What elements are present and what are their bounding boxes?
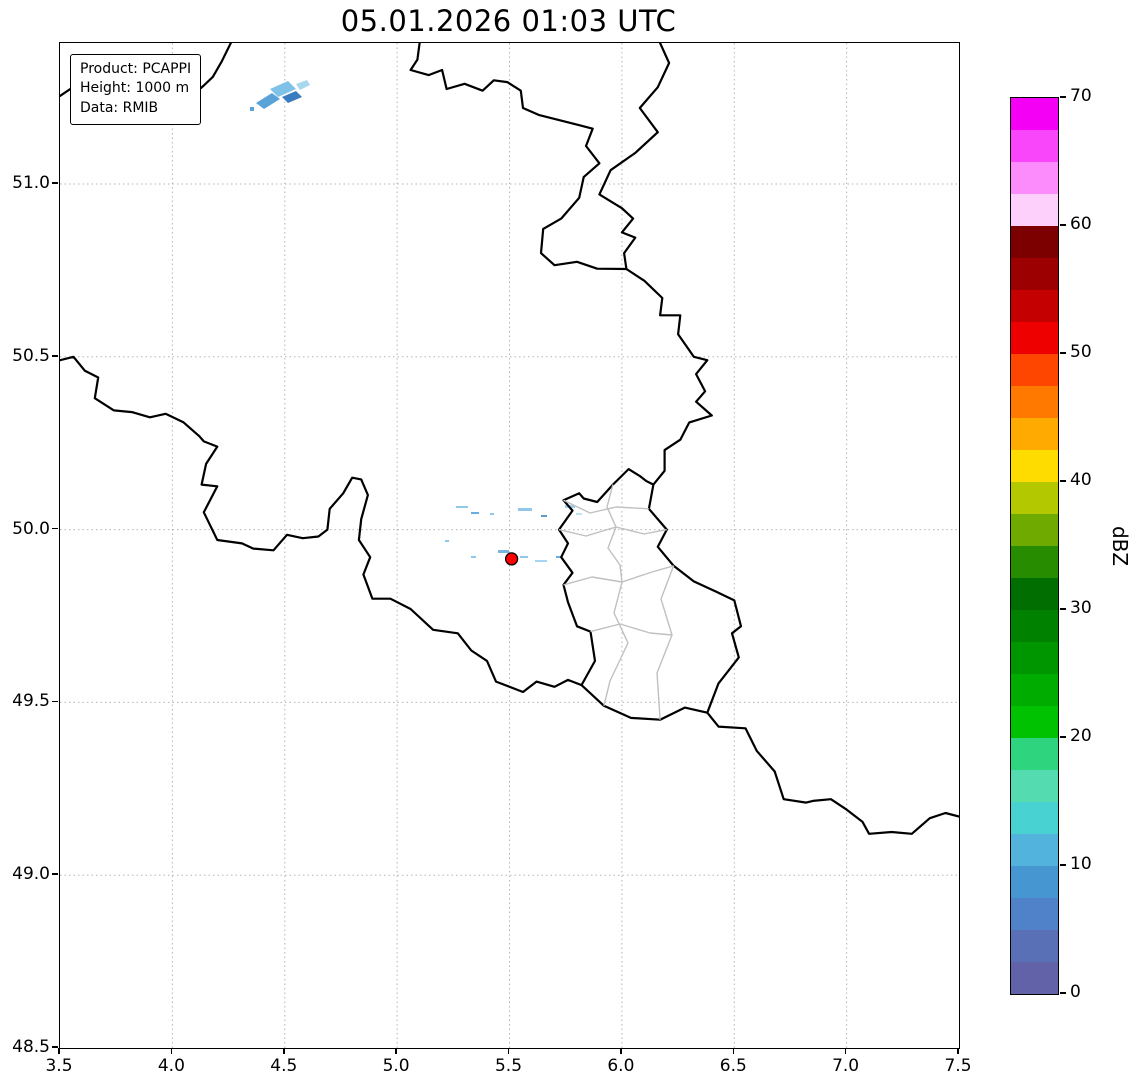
info-box: Product: PCAPPI Height: 1000 m Data: RMI… (70, 54, 202, 125)
y-tick-label: 51.0 (12, 173, 50, 193)
colorbar-tick-label: 10 (1070, 854, 1092, 874)
x-tick-label: 7.5 (944, 1056, 972, 1076)
x-tick-label: 6.0 (607, 1056, 635, 1076)
x-tick-mark (507, 1048, 510, 1054)
colorbar-tick-mark (1060, 96, 1066, 98)
colorbar-tick-label: 60 (1070, 214, 1092, 234)
x-tick-label: 4.0 (157, 1056, 185, 1076)
x-tick-label: 4.5 (270, 1056, 298, 1076)
border-luxembourg (557, 468, 743, 721)
info-product: Product: PCAPPI (80, 61, 192, 77)
x-tick-mark (170, 1048, 173, 1054)
colorbar-tick-label: 20 (1070, 726, 1092, 746)
x-tick-label: 7.0 (832, 1056, 860, 1076)
border-belgium-france (60, 355, 583, 694)
gridlines (60, 43, 959, 1048)
y-tick-label: 49.0 (12, 864, 50, 885)
y-tick-label: 49.5 (12, 691, 50, 712)
colorbar-tick-label: 40 (1070, 470, 1092, 490)
colorbar-tick-mark (1060, 992, 1066, 994)
country-borders (60, 43, 959, 835)
info-height: Height: 1000 m (80, 80, 190, 97)
colorbar-gradient (1011, 98, 1058, 994)
border-france-germany (706, 711, 959, 835)
radar-site-marker (504, 552, 519, 566)
border-belgium-germany (625, 267, 713, 486)
colorbar-axis-label: dBZ (1108, 525, 1133, 567)
colorbar-tick-label: 30 (1070, 598, 1092, 618)
luxembourg-district-borders (558, 484, 675, 720)
colorbar-tick-label: 0 (1070, 982, 1081, 1002)
y-tick-mark (52, 700, 58, 703)
colorbar-tick-mark (1060, 608, 1066, 610)
x-tick-mark (732, 1048, 735, 1054)
colorbar (1010, 97, 1059, 995)
colorbar-tick-mark (1060, 736, 1066, 738)
y-tick-label: 50.5 (12, 345, 50, 366)
plot-title: 05.01.2026 01:03 UTC (340, 4, 677, 38)
x-tick-mark (395, 1048, 397, 1054)
info-data-source: Data: RMIB (80, 99, 159, 116)
y-tick-mark (52, 873, 58, 875)
x-tick-mark (957, 1048, 959, 1054)
border-netherlands-germany (598, 43, 671, 271)
x-tick-label: 6.5 (719, 1056, 747, 1076)
y-tick-label: 50.0 (12, 518, 50, 539)
x-tick-label: 5.5 (494, 1056, 523, 1076)
colorbar-tick-label: 50 (1070, 342, 1092, 362)
y-tick-label: 48.5 (12, 1037, 50, 1057)
x-tick-mark (58, 1048, 60, 1054)
map-plot-area: Product: PCAPPI Height: 1000 m Data: RMI… (59, 42, 960, 1049)
y-tick-mark (52, 355, 58, 357)
colorbar-tick-label: 70 (1070, 86, 1092, 106)
x-tick-mark (620, 1048, 622, 1054)
x-tick-label: 5.0 (382, 1056, 410, 1076)
y-tick-mark (52, 182, 58, 184)
x-tick-mark (844, 1048, 847, 1054)
colorbar-tick-mark (1060, 864, 1066, 866)
y-tick-mark (52, 527, 58, 530)
map-canvas (60, 43, 959, 1048)
colorbar-tick-mark (1060, 480, 1066, 482)
radar-echoes-northwest (250, 80, 310, 111)
colorbar-tick-mark (1060, 352, 1066, 354)
y-tick-mark (52, 1046, 58, 1048)
x-tick-mark (283, 1048, 285, 1054)
x-tick-label: 3.5 (45, 1056, 73, 1076)
border-belgium-netherlands-east (409, 43, 628, 271)
colorbar-tick-mark (1060, 224, 1066, 226)
